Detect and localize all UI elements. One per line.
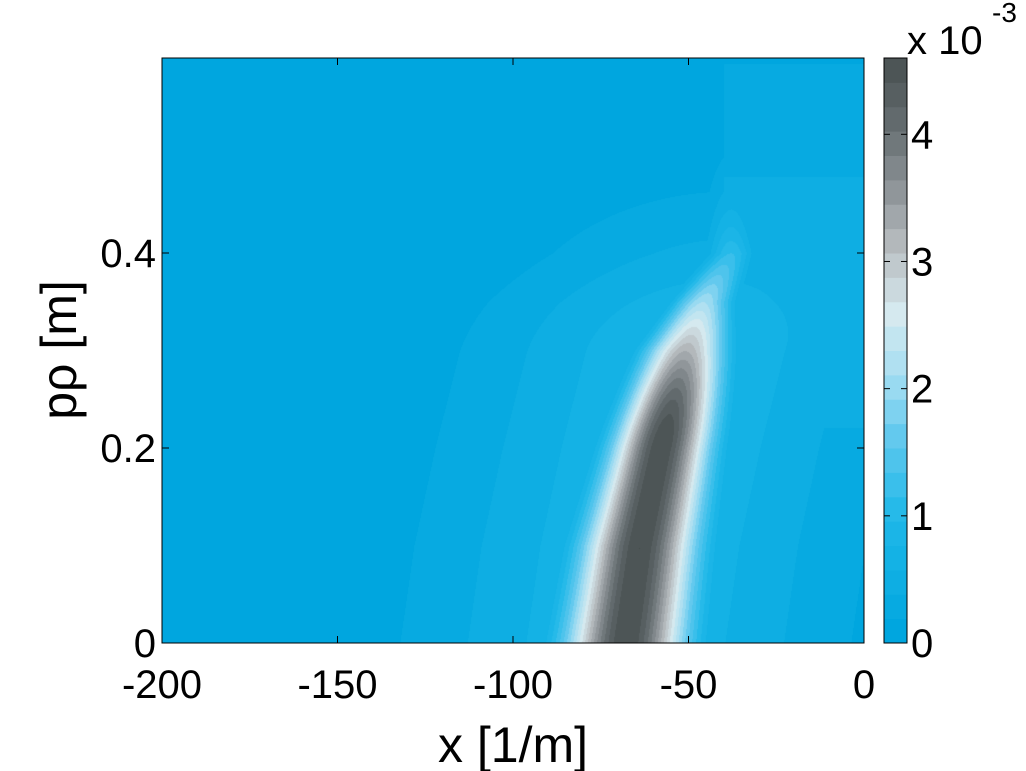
colorbar-band (884, 545, 907, 571)
colorbar-tick-label: 0 (911, 622, 933, 666)
colorbar-band (884, 228, 907, 254)
y-tick-label: 0.2 (100, 427, 156, 471)
axes: -200 -150 -100 -50 0 0 0.2 0.4 (100, 57, 875, 707)
y-tick-label: 0 (134, 622, 156, 666)
y-axis-label: pρ [m] (31, 280, 87, 420)
colorbar-band (884, 253, 907, 278)
colorbar-band (884, 618, 907, 644)
colorbar-band (884, 58, 907, 83)
x-tick-label: -150 (297, 663, 377, 707)
colorbar-band (884, 374, 907, 400)
x-tick-label: -200 (122, 663, 202, 707)
colorbar-band (884, 179, 907, 205)
x-tick-label: -50 (660, 663, 718, 707)
y-tick-label: 0.4 (100, 232, 156, 276)
colorbar-band (884, 496, 907, 522)
colorbar-exponent-superscript: -3 (992, 0, 1017, 28)
contour-fill (162, 58, 864, 643)
colorbar-band (884, 594, 907, 620)
colorbar-band (884, 106, 907, 132)
colorbar-band (884, 131, 907, 156)
colorbar-band (884, 82, 907, 108)
colorbar-band (884, 204, 907, 230)
colorbar-band (884, 350, 907, 376)
colorbar-tick-label: 4 (911, 113, 933, 157)
colorbar-band (884, 521, 907, 546)
colorbar-band (884, 423, 907, 449)
colorbar-exponent-label: x 10 (907, 19, 983, 63)
colorbar-band (884, 301, 907, 327)
colorbar-tick-label: 3 (911, 240, 933, 284)
colorbar-band (884, 155, 907, 181)
colorbar: 0 1 2 3 4 (883, 57, 933, 666)
colorbar-band (884, 326, 907, 351)
colorbar-frame (883, 57, 908, 644)
x-axis-label: x [1/m] (438, 717, 588, 771)
x-tick-label: -100 (473, 663, 553, 707)
colorbar-band (884, 569, 907, 595)
colorbar-band (884, 277, 907, 303)
colorbar-tick-label: 1 (911, 495, 933, 539)
colorbar-band (884, 472, 907, 498)
plot-area (162, 58, 864, 643)
colorbar-band (884, 399, 907, 425)
colorbar-tick-label: 2 (911, 368, 933, 412)
x-tick-label: 0 (853, 663, 875, 707)
colorbar-band (884, 448, 907, 473)
